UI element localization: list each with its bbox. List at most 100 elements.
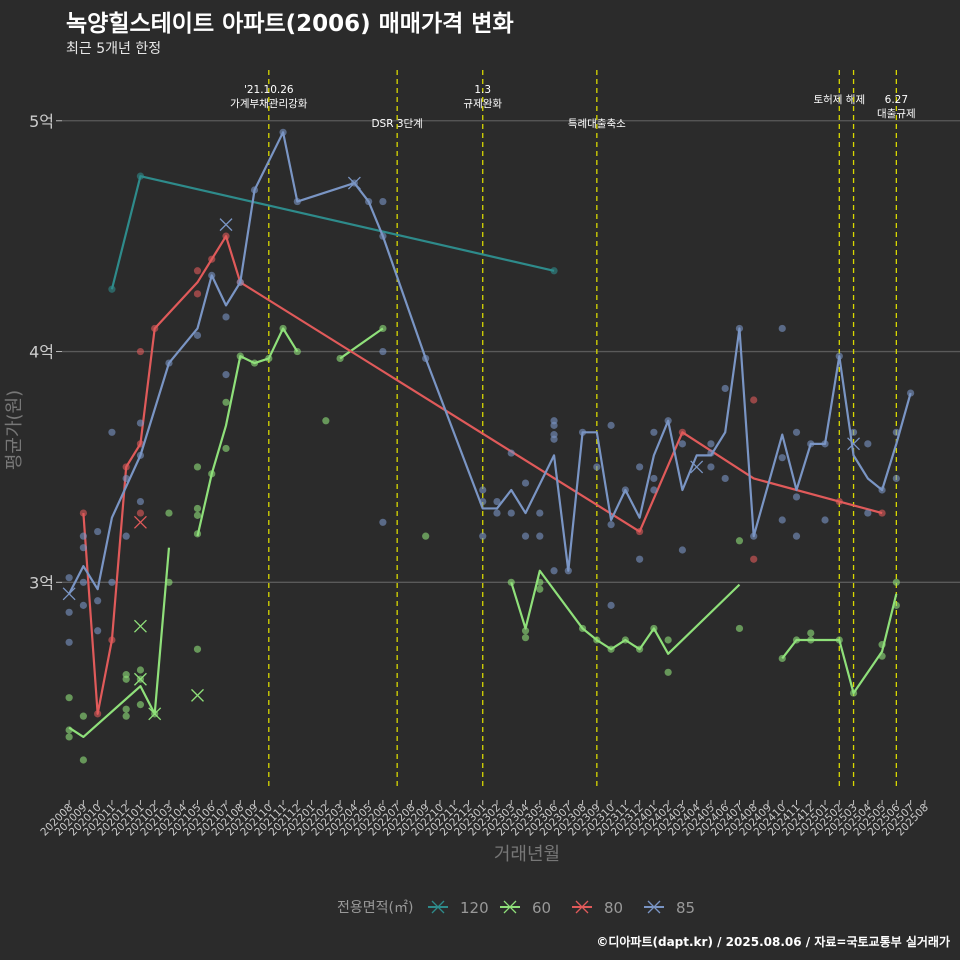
- cross-marker: [847, 437, 861, 451]
- data-point: [636, 463, 644, 471]
- data-point: [193, 511, 202, 519]
- data-point: [222, 398, 230, 406]
- data-point: [193, 463, 202, 471]
- data-point: [79, 544, 87, 552]
- series-line: [781, 593, 898, 695]
- data-point: [79, 712, 87, 720]
- series-line: [339, 327, 384, 360]
- chart-subtitle: 최근 5개년 한정: [66, 41, 162, 57]
- data-point: [593, 463, 601, 471]
- data-point: [650, 428, 658, 436]
- series-60: [65, 324, 900, 764]
- data-point: [422, 532, 430, 540]
- data-point: [94, 627, 102, 635]
- legend-label: 80: [604, 899, 623, 917]
- data-point: [735, 624, 744, 633]
- series-line: [82, 235, 883, 715]
- cross-marker: [133, 515, 147, 529]
- data-point: [79, 756, 87, 764]
- event-label: 규제완화: [463, 97, 502, 110]
- data-point: [636, 555, 644, 563]
- data-point: [778, 324, 786, 333]
- data-point: [108, 578, 116, 586]
- event-label: 대출규제: [877, 108, 916, 120]
- data-point: [493, 497, 501, 506]
- data-point: [521, 532, 530, 540]
- event-label: 1.3: [474, 84, 491, 96]
- series-120: [108, 172, 558, 293]
- data-point: [607, 521, 615, 529]
- legend-label: 60: [532, 899, 551, 917]
- source-caption: ©디아파트(dapt.kr) / 2025.08.06 / 자료=국토교통부 실…: [596, 935, 950, 949]
- data-point: [479, 532, 487, 540]
- data-point: [721, 384, 729, 393]
- event-label: '21.10.26: [244, 84, 294, 96]
- event-label: 가계부채관리강화: [230, 98, 308, 110]
- legend-label: 85: [676, 899, 695, 917]
- data-point: [707, 463, 715, 471]
- cross-marker: [347, 176, 361, 190]
- axes: 3억4억5억2020082020092020102020112020122021…: [4, 112, 931, 865]
- data-point: [193, 267, 202, 275]
- data-point: [750, 555, 758, 563]
- cross-marker: [191, 688, 204, 702]
- data-point: [864, 509, 872, 517]
- y-tick-label: 4억: [29, 343, 54, 362]
- data-point: [193, 331, 202, 339]
- data-point: [792, 428, 801, 436]
- data-point: [136, 347, 145, 356]
- x-axis-label: 거래년월: [494, 844, 560, 865]
- data-point: [892, 578, 900, 586]
- data-point: [165, 509, 173, 517]
- legend-swatch-cross: [503, 900, 517, 914]
- data-point: [664, 636, 672, 644]
- data-point: [94, 527, 102, 536]
- data-point: [536, 585, 544, 593]
- data-point: [650, 486, 658, 494]
- data-point: [821, 516, 829, 524]
- data-point: [79, 532, 87, 540]
- data-point: [122, 532, 130, 540]
- data-point: [750, 396, 758, 404]
- event-label: 토허제 해제: [813, 93, 865, 106]
- data-point: [136, 666, 145, 674]
- data-point: [222, 371, 230, 379]
- legend-swatch-cross: [575, 900, 589, 914]
- data-point: [493, 509, 501, 517]
- data-point: [607, 421, 615, 429]
- data-point: [79, 578, 87, 586]
- data-point: [136, 509, 145, 517]
- data-point: [122, 705, 130, 713]
- data-point: [521, 479, 530, 487]
- event-label: 6.27: [885, 94, 908, 106]
- data-point: [778, 454, 786, 462]
- data-point: [79, 601, 87, 609]
- legend: 전용면적(㎡) 120 60 80 85: [337, 899, 695, 917]
- series-line: [68, 547, 171, 739]
- data-point: [521, 634, 530, 642]
- series-line: [510, 569, 741, 655]
- series-line: [196, 327, 299, 537]
- cross-marker: [133, 619, 147, 633]
- data-point: [792, 532, 801, 540]
- data-point: [136, 497, 145, 506]
- data-point: [849, 428, 858, 436]
- cross-marker: [148, 707, 162, 721]
- data-point: [379, 197, 387, 206]
- data-point: [136, 419, 145, 427]
- y-axis-label: 평균가(원): [4, 390, 25, 470]
- series-line: [68, 131, 912, 595]
- data-point: [65, 608, 73, 616]
- data-point: [193, 645, 202, 653]
- series-85: [62, 128, 915, 646]
- data-point: [607, 601, 615, 609]
- data-point: [136, 701, 145, 709]
- data-point: [65, 574, 73, 582]
- data-point: [122, 712, 130, 720]
- data-point: [65, 638, 73, 646]
- data-point: [379, 347, 387, 356]
- data-point: [193, 290, 202, 298]
- data-point: [778, 516, 786, 524]
